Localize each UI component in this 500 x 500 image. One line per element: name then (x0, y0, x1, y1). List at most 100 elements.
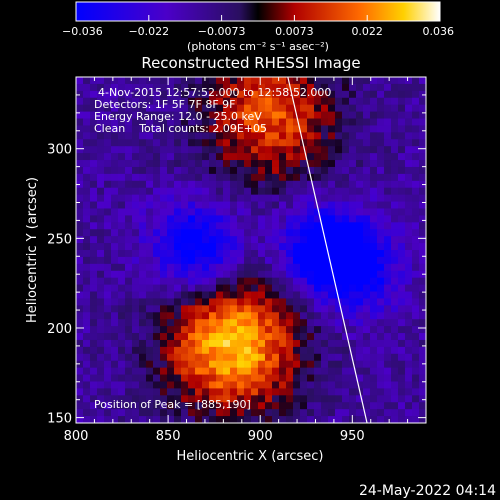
heatmap-cell (132, 360, 140, 369)
heatmap-cell (125, 339, 133, 348)
heatmap-cell (370, 146, 378, 154)
heatmap-cell (174, 111, 182, 119)
heatmap-cell (265, 333, 273, 341)
heatmap-cell (307, 402, 315, 410)
heatmap-cell (258, 381, 266, 389)
heatmap-cell (286, 187, 294, 196)
heatmap-cell (195, 409, 203, 417)
heatmap-cell (258, 187, 266, 196)
heatmap-cells (76, 77, 426, 423)
heatmap-cell (111, 333, 119, 341)
heatmap-cell (377, 180, 385, 189)
heatmap-cell (209, 208, 217, 216)
heatmap-cell (370, 256, 378, 265)
heatmap-cell (181, 104, 189, 112)
heatmap-cell (97, 194, 105, 202)
heatmap-cell (188, 104, 196, 112)
heatmap-cell (139, 146, 147, 154)
heatmap-cell (195, 222, 203, 230)
heatmap-cell (265, 153, 273, 161)
heatmap-cell (181, 339, 189, 348)
heatmap-cell (195, 270, 203, 279)
heatmap-cell (272, 346, 280, 355)
heatmap-cell (349, 367, 357, 375)
heatmap-cell (188, 305, 196, 313)
heatmap-cell (328, 194, 336, 202)
heatmap-cell (412, 263, 420, 272)
heatmap-cell (167, 229, 175, 237)
heatmap-cell (363, 395, 371, 403)
heatmap-cell (405, 346, 413, 355)
heatmap-cell (265, 367, 273, 375)
heatmap-cell (342, 201, 350, 209)
heatmap-cell (363, 90, 371, 99)
heatmap-cell (419, 319, 426, 327)
heatmap-cell (328, 83, 336, 92)
heatmap-cell (363, 208, 371, 216)
heatmap-cell (244, 215, 252, 223)
heatmap-cell (356, 215, 364, 223)
heatmap-cell (398, 312, 406, 320)
heatmap-cell (328, 229, 336, 237)
heatmap-cell (286, 284, 294, 292)
heatmap-cell (349, 402, 357, 410)
heatmap-cell (174, 166, 182, 175)
heatmap-cell (160, 409, 168, 417)
heatmap-cell (258, 90, 266, 99)
heatmap-cell (412, 236, 420, 244)
heatmap-cell (237, 194, 245, 202)
heatmap-cell (230, 388, 238, 396)
heatmap-cell (104, 388, 112, 396)
heatmap-cell (293, 298, 301, 306)
heatmap-cell (370, 236, 378, 244)
heatmap-cell (118, 402, 126, 410)
colorbar-ticks (75, 15, 441, 21)
heatmap-cell (76, 374, 84, 382)
heatmap-cell (349, 388, 357, 396)
heatmap-cell (237, 270, 245, 279)
heatmap-cell (286, 229, 294, 237)
heatmap-cell (209, 83, 217, 92)
heatmap-cell (335, 319, 343, 327)
heatmap-cell (335, 374, 343, 382)
heatmap-cell (139, 346, 147, 355)
heatmap-cell (384, 180, 392, 189)
heatmap-cell (202, 402, 210, 410)
heatmap-cell (244, 90, 252, 99)
heatmap-cell (293, 291, 301, 299)
heatmap-cell (321, 326, 329, 334)
heatmap-cell (111, 229, 119, 237)
heatmap-cell (321, 139, 329, 147)
heatmap-cell (188, 111, 196, 119)
heatmap-cell (153, 284, 161, 292)
heatmap-cell (272, 367, 280, 375)
heatmap-cell (370, 166, 378, 175)
heatmap-cell (125, 187, 133, 196)
heatmap-cell (349, 353, 357, 362)
heatmap-cell (90, 395, 98, 403)
heatmap-cell (174, 236, 182, 244)
heatmap-cell (349, 326, 357, 334)
heatmap-cell (363, 388, 371, 396)
heatmap-cell (83, 277, 91, 285)
heatmap-cell (209, 118, 217, 126)
x-tick-label: 900 (248, 429, 273, 444)
heatmap-cell (321, 346, 329, 355)
heatmap-cell (97, 305, 105, 313)
heatmap-cell (377, 146, 385, 154)
heatmap-cell (272, 139, 280, 147)
heatmap-cell (307, 319, 315, 327)
heatmap-cell (293, 395, 301, 403)
heatmap-cell (300, 305, 308, 313)
heatmap-cell (188, 339, 196, 348)
annotation-method: Clean Total counts: 2.09E+05 (94, 122, 267, 135)
heatmap-cell (349, 166, 357, 175)
heatmap-cell (188, 409, 196, 417)
heatmap-cell (314, 208, 322, 216)
heatmap-cell (104, 180, 112, 189)
heatmap-cell (398, 360, 406, 369)
heatmap-cell (167, 395, 175, 403)
heatmap-cell (258, 263, 266, 272)
heatmap-cell (265, 139, 273, 147)
heatmap-cell (307, 263, 315, 272)
